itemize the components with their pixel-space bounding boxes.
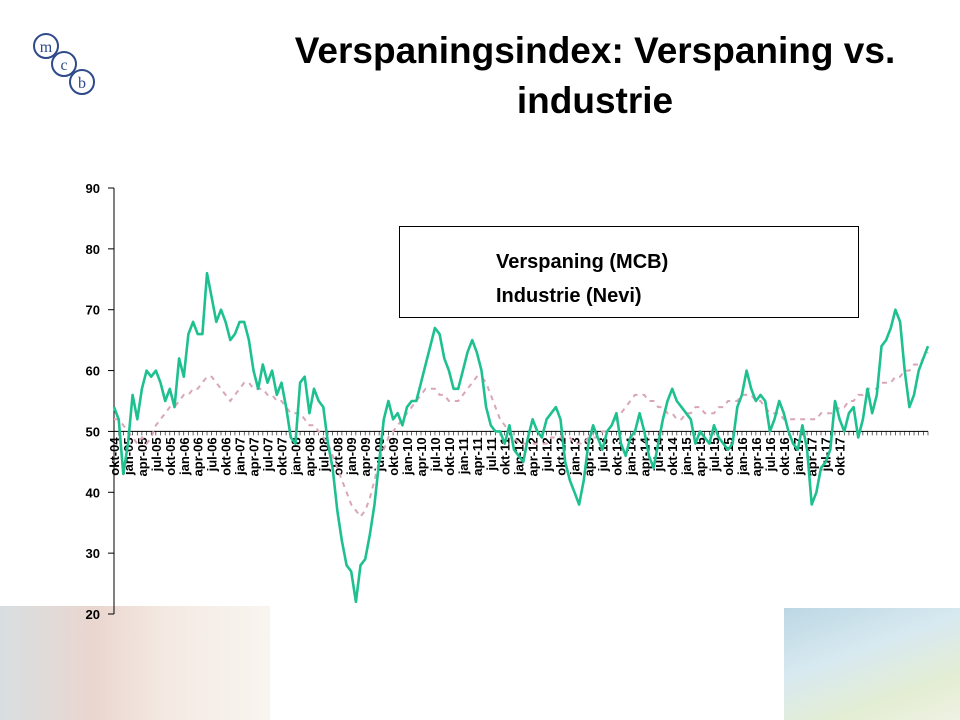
x-tick-label: okt-08 [330, 437, 345, 475]
decorative-photo-right [784, 608, 960, 720]
mcb-logo: m c b [33, 33, 95, 95]
legend-label-nevi: Industrie (Nevi) [496, 284, 642, 307]
series-layer [112, 271, 930, 604]
x-tick-label: apr-12 [526, 437, 541, 476]
x-tick-label: apr-10 [414, 437, 429, 476]
y-tick-label: 70 [86, 303, 100, 318]
x-tick-label: apr-06 [191, 437, 206, 476]
x-tick-label: okt-13 [609, 437, 624, 475]
chart-legend: Verspaning (MCB) Industrie (Nevi) [399, 226, 859, 318]
x-tick-label: okt-07 [274, 437, 289, 475]
legend-label-mcb: Verspaning (MCB) [496, 250, 669, 273]
x-tick-label: jan-11 [456, 437, 471, 475]
y-tick-label: 50 [86, 424, 100, 439]
legend-entry-nevi: Industrie (Nevi) [496, 281, 642, 311]
x-tick-label: okt-14 [665, 437, 680, 476]
slide-title: Verspaningsindex: Verspaning vs. industr… [294, 30, 896, 121]
x-tick-label: apr-14 [637, 437, 652, 477]
x-tick-label: apr-16 [749, 437, 764, 476]
y-axis: 20 30 40 50 60 70 80 90 [86, 181, 115, 622]
decorative-photo-left [0, 606, 270, 720]
x-tick-label: okt-05 [163, 437, 178, 475]
logo-letter-c: c [60, 57, 67, 74]
y-tick-label: 90 [86, 181, 100, 196]
legend-entry-mcb: Verspaning (MCB) [496, 247, 668, 277]
x-tick-label: jan-10 [400, 437, 415, 476]
x-tick-label: apr-07 [247, 437, 262, 476]
x-tick-label: okt-16 [777, 437, 792, 475]
series-line-mcb [112, 271, 930, 604]
logo-letter-b: b [78, 75, 86, 92]
y-tick-label: 40 [86, 485, 100, 500]
x-tick-label: jul-13 [595, 437, 610, 472]
x-tick-label: okt-11 [498, 437, 513, 475]
x-tick-label: jul-05 [149, 437, 164, 472]
x-tick-label: okt-04 [107, 437, 122, 476]
y-tick-label: 60 [86, 364, 100, 379]
x-axis: okt-04jan-05apr-05jul-05okt-05jan-06apr-… [107, 430, 929, 477]
y-tick-label: 30 [86, 546, 100, 561]
x-tick-label: jan-06 [177, 437, 192, 476]
x-tick-label: okt-06 [219, 437, 234, 475]
x-tick-label: jan-08 [288, 437, 303, 476]
x-tick-label: jul-12 [540, 437, 555, 472]
x-tick-label: okt-09 [386, 437, 401, 475]
x-tick-label: okt-10 [442, 437, 457, 475]
x-tick-label: jul-11 [484, 437, 499, 471]
x-tick-label: apr-09 [358, 437, 373, 476]
x-tick-label: okt-17 [833, 437, 848, 475]
x-tick-label: jul-06 [205, 437, 220, 472]
x-tick-label: jan-09 [344, 437, 359, 476]
x-tick-label: jul-07 [260, 437, 275, 472]
x-tick-label: jul-15 [707, 437, 722, 472]
x-tick-label: jul-16 [763, 437, 778, 472]
x-tick-label: jan-07 [233, 437, 248, 476]
y-tick-label: 20 [86, 607, 100, 622]
x-tick-label: jan-16 [735, 437, 750, 476]
x-tick-label: jan-13 [567, 437, 582, 476]
x-tick-label: jan-15 [679, 437, 694, 476]
y-tick-label: 80 [86, 242, 100, 257]
x-tick-label: jul-10 [428, 437, 443, 472]
series-line-nevi [114, 351, 929, 519]
x-tick-label: apr-08 [302, 437, 317, 476]
x-tick-label: apr-11 [470, 437, 485, 475]
x-tick-label: apr-15 [693, 437, 708, 476]
logo-letter-m: m [40, 39, 53, 56]
x-tick-label: apr-05 [135, 437, 150, 476]
